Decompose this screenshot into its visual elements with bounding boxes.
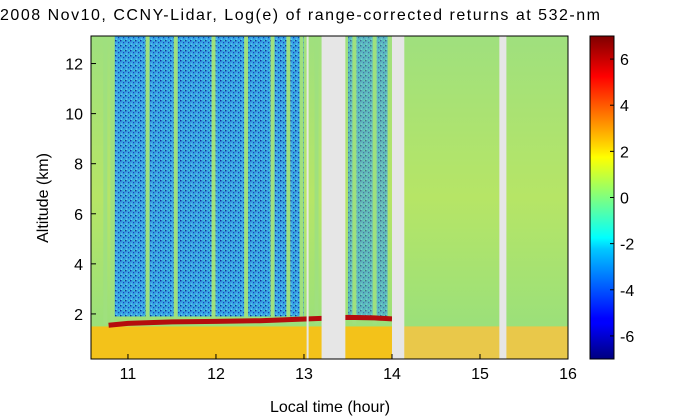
colorbar-tick-label: -6 [620, 329, 634, 346]
x-tick-label: 16 [559, 366, 577, 383]
signal-stripe [211, 36, 216, 325]
x-tick-label: 13 [295, 366, 313, 383]
x-tick-label: 15 [471, 366, 489, 383]
colorbar-tick-label: 4 [620, 98, 629, 115]
no-data-gap [306, 36, 309, 359]
colorbar-tick-label: 6 [620, 52, 629, 69]
plot-frame [90, 35, 569, 360]
y-tick-label: 6 [74, 207, 83, 224]
signal-stripe [286, 36, 291, 325]
boundary-layer-late [404, 326, 568, 359]
signal-stripe [372, 36, 377, 325]
signal-stripe [270, 36, 275, 325]
colorbar-tick-label: 2 [620, 144, 629, 161]
signal-stripe [244, 36, 249, 325]
y-tick-label: 2 [74, 307, 83, 324]
signal-stripe [314, 36, 319, 325]
chart-title: 2008 Nov10, CCNY-Lidar, Log(e) of range-… [0, 7, 600, 24]
x-tick-label: 14 [383, 366, 401, 383]
y-tick-label: 4 [74, 257, 83, 274]
y-axis: 2 4 6 8 10 12 [65, 57, 96, 324]
x-tick-label: 12 [207, 366, 225, 383]
cloud-layer [108, 314, 393, 328]
no-data-gap [321, 36, 346, 359]
signal-stripe [110, 36, 115, 325]
y-tick-label: 12 [65, 57, 83, 74]
noise-region [114, 36, 304, 317]
signal-stripe [352, 36, 357, 325]
no-data-gap [391, 36, 405, 359]
plot-area [91, 36, 568, 359]
colorbar-tick-label: -2 [620, 237, 634, 254]
signal-stripe [145, 36, 150, 325]
no-data-gap [499, 36, 507, 359]
colorbar-gradient [589, 35, 615, 360]
colorbar: -6 -4 -2 0 2 4 6 [589, 35, 634, 360]
signal-stripe [299, 36, 304, 325]
colorbar-tick-label: -4 [620, 283, 634, 300]
y-tick-label: 8 [74, 157, 83, 174]
x-axis-label: Local time (hour) [270, 399, 390, 416]
y-axis-label: Altitude (km) [35, 153, 52, 243]
x-tick-label: 11 [120, 366, 137, 383]
y-tick-label: 10 [65, 107, 83, 124]
signal-stripe [103, 36, 108, 325]
colorbar-tick-label: 0 [620, 191, 629, 208]
signal-stripe [173, 36, 178, 325]
x-axis: 11 12 13 14 15 16 [120, 354, 577, 383]
